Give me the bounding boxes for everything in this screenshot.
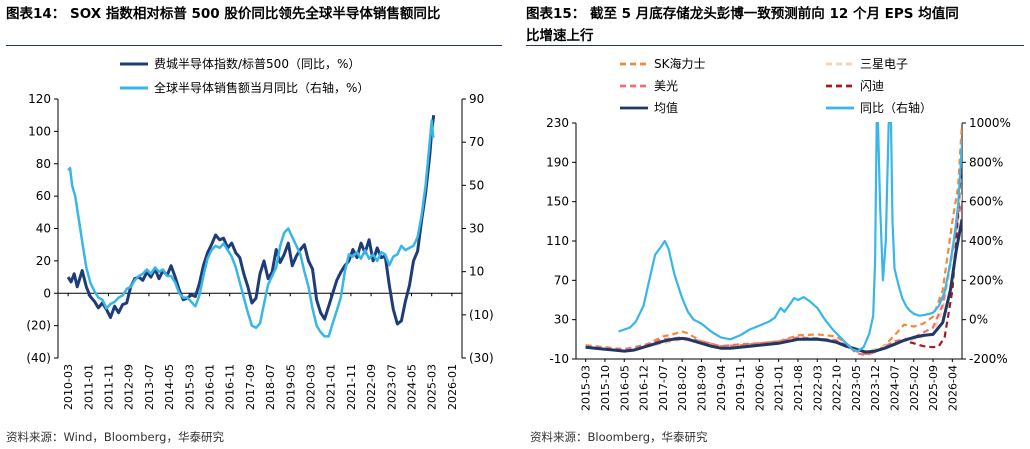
right-x-tick-label: 2025-09 [927,365,940,411]
right-y-left-tick-label: 230 [546,116,569,130]
right-series-line-3 [909,157,962,349]
right-x-tick-label: 2018-09 [695,365,708,411]
right-series-line-0 [585,122,962,356]
right-x-tick-label: 2022-10 [831,365,844,411]
left-y-left-tick-label: 60 [36,189,51,203]
left-x-tick-label: 2023-07 [385,364,398,410]
right-y-right-tick-label: 1000% [969,116,1011,130]
right-x-tick-label: 2015-10 [599,365,612,411]
right-legend-label-2: 美光 [654,79,678,93]
right-x-tick-label: 2026-04 [946,365,959,411]
left-series-line-0 [66,115,436,326]
left-x-tick-label: 2011-11 [103,364,116,410]
left-y-left-tick-label: 80 [36,157,51,171]
right-x-tick-label: 2019-11 [734,365,747,411]
left-y-left-tick-label: (20) [26,319,51,333]
right-legend-label-1: 三星电子 [860,57,908,71]
left-series-line-1 [67,119,435,338]
right-x-tick-label: 2023-05 [850,365,863,411]
left-x-tick-label: 2014-05 [163,364,176,410]
left-x-tick-label: 2021-01 [325,364,338,410]
right-y-left-tick-label: 190 [546,155,569,169]
left-x-tick-label: 2022-09 [365,364,378,410]
left-x-tick-label: 2013-07 [143,364,156,410]
left-chart: (40) (20) 0 20 40 60 80 100 120 (30) (10) 10 30 50 70 9… [26,56,494,410]
left-y-left-tick-label: 100 [28,124,51,138]
right-legend-label-4: 均值 [654,100,678,115]
right-y-right-tick-label: -200% [969,352,1008,366]
right-y-right-tick-label: 0% [969,313,988,327]
right-chart-title: 图表15： 截至 5 月底存储龙头彭博一致预测前向 12 个月 EPS 均值同 … [526,3,1026,47]
right-legend-label-5: 同比（右轴） [860,100,932,115]
right-y-left-tick-label: 150 [546,195,569,209]
right-y-right-tick-label: 800% [969,155,1003,169]
right-y-left-tick-label: -10 [549,352,569,366]
left-x-tick-label: 2019-05 [284,364,297,410]
right-legend-label-3: 闪迪 [860,79,884,93]
left-x-tick-label: 2021-11 [345,364,358,410]
left-x-tick-label: 2024-05 [406,364,419,410]
left-x-tick-label: 2016-01 [204,364,217,410]
left-x-tick-label: 2026-01 [446,364,459,410]
left-x-tick-label: 2016-11 [224,364,237,410]
left-x-tick-label: 2025-03 [426,364,439,410]
right-y-right-tick-label: 400% [969,234,1003,248]
left-y-right-tick-label: 90 [469,92,484,106]
left-x-tick-label: 2011-01 [82,364,95,410]
right-x-tick-label: 2016-05 [618,365,631,411]
right-x-tick-label: 2022-03 [811,365,824,411]
right-x-tick-label: 2016-12 [638,365,651,411]
right-title-line1: 图表15： 截至 5 月底存储龙头彭博一致预测前向 12 个月 EPS 均值同 [526,6,959,22]
right-x-tick-label: 2021-08 [792,365,805,411]
right-y-left-tick-label: 30 [554,313,569,327]
right-title-rule [526,45,1024,46]
left-y-left-tick-label: (40) [26,351,51,365]
left-y-right-tick-label: (30) [469,351,494,365]
left-y-left-tick-label: 120 [28,92,51,106]
right-series-line-5 [618,122,962,353]
left-y-right-tick-label: 50 [469,178,484,192]
right-x-tick-label: 2020-06 [753,365,766,411]
right-x-tick-label: 2025-02 [908,365,921,411]
right-x-tick-label: 2015-03 [580,365,593,411]
left-chart-title: 图表14： SOX 指数相对标普 500 股价同比领先全球半导体销售额同比 [6,6,441,22]
right-title-line2: 比增速上行 [526,28,594,44]
left-x-tick-label: 2020-03 [305,364,318,410]
left-y-left-tick-label: 0 [43,286,51,300]
left-x-tick-label: 2012-09 [123,364,136,410]
left-y-right-tick-label: 10 [469,265,484,279]
left-x-tick-label: 2018-07 [264,364,277,410]
right-x-tick-label: 2021-01 [773,365,786,411]
left-title-rule [6,45,502,46]
left-y-right-tick-label: (10) [469,308,494,322]
right-x-tick-label: 2024-07 [888,365,901,411]
right-x-tick-label: 2018-02 [676,365,689,411]
right-legend-label-0: SK海力士 [654,56,706,71]
right-series-line-4 [585,219,962,354]
right-y-left-tick-label: 70 [554,273,569,287]
right-x-tick-label: 2023-12 [869,365,882,411]
left-legend-label-1: 全球半导体销售额当月同比（右轴，%） [154,80,369,95]
right-series-line-2 [585,201,962,357]
right-x-tick-label: 2019-04 [715,365,728,411]
right-y-right-tick-label: 600% [969,195,1003,209]
left-legend-label-0: 费城半导体指数/标普500（同比，%） [154,56,360,71]
left-y-left-tick-label: 20 [36,254,51,268]
left-y-right-tick-label: 30 [469,222,484,236]
left-y-left-tick-label: 40 [36,222,51,236]
left-x-tick-label: 2010-03 [62,364,75,410]
right-series-line-1 [585,191,962,353]
left-source-note: 资料来源：Wind，Bloomberg，华泰研究 [6,430,224,444]
left-x-tick-label: 2017-09 [244,364,257,410]
right-x-tick-label: 2017-07 [657,365,670,411]
right-source-note: 资料来源：Bloomberg，华泰研究 [530,430,708,444]
right-y-left-tick-label: 110 [546,234,569,248]
right-y-right-tick-label: 200% [969,273,1003,287]
left-y-right-tick-label: 70 [469,135,484,149]
left-x-tick-label: 2015-03 [183,364,196,410]
